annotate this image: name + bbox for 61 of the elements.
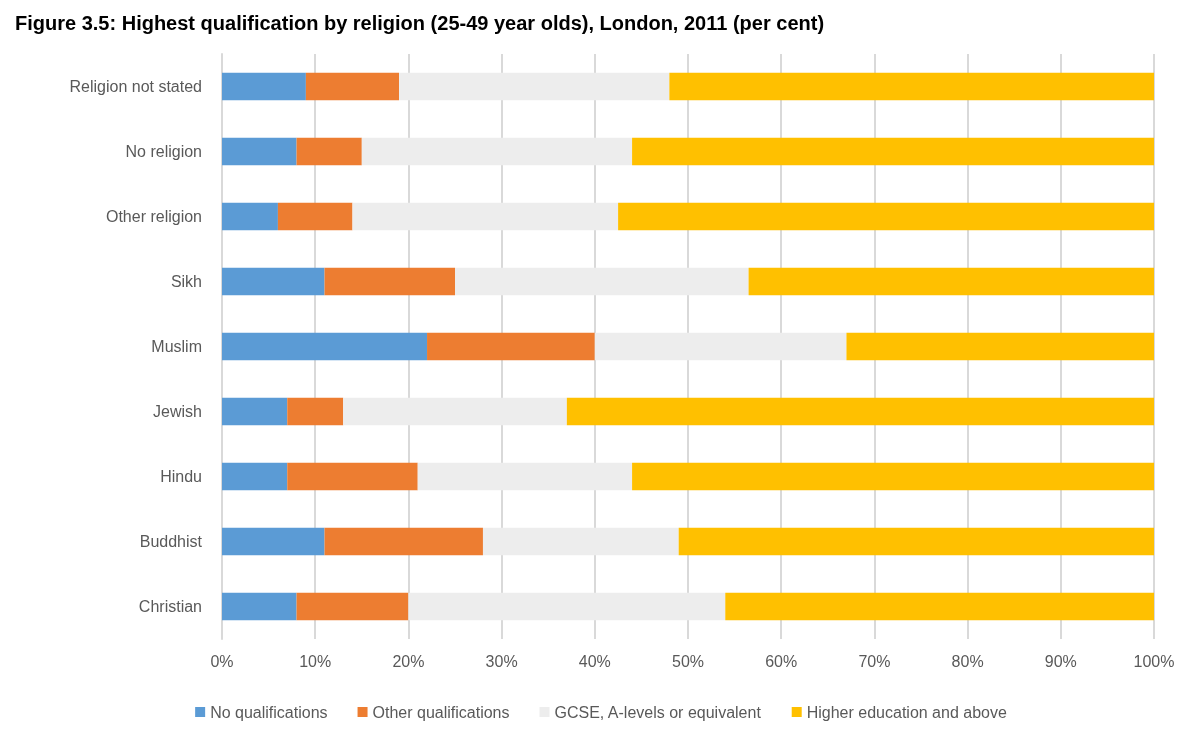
bar [482,527,679,556]
bar [222,462,288,491]
x-tick-label: 70% [858,652,891,670]
bar [343,397,567,426]
bar [618,202,1154,231]
x-tick-label: 40% [578,652,611,670]
x-tick-label: 90% [1044,652,1077,670]
bar [296,137,362,166]
bar [222,592,297,621]
y-tick-label: No religion [125,143,202,160]
bar [222,527,325,556]
legend-label: Other qualifications [372,703,510,721]
chart-title: Figure 3.5: Highest qualification by religion (25-49 year olds), London, 2011 (per cent) [15,12,825,34]
bar [222,202,278,231]
y-tick-label: Other religion [105,208,202,225]
x-tick-label: 50% [671,652,705,670]
x-tick-label: 0% [210,652,234,670]
y-tick-label: Hindu [160,468,202,485]
legend-label: GCSE, A-levels or equivalent [554,703,762,721]
bar [305,72,400,101]
y-tick-label: Buddhist [139,533,203,550]
y-tick-label: Muslim [151,338,202,355]
bar [222,72,306,101]
bar [846,332,1154,361]
bar [594,332,847,361]
bar [725,592,1154,621]
x-tick-label: 10% [299,652,332,670]
bar [748,267,1154,296]
bar [678,527,1154,556]
legend-label: Higher education and above [806,703,1007,721]
bar [632,137,1154,166]
bar [277,202,353,231]
bar [324,267,455,296]
y-tick-label: Religion not stated [69,78,202,95]
x-tick-label: 80% [951,652,984,670]
bar [399,72,670,101]
bar [408,592,726,621]
y-tick-label: Jewish [153,403,202,420]
y-tick-label: Christian [138,598,202,615]
bar [287,462,418,491]
bar [222,397,288,426]
bar [455,267,749,296]
x-tick-label: 30% [485,652,518,670]
bar [222,332,428,361]
bar [566,397,1154,426]
bar [296,592,409,621]
bar [427,332,595,361]
legend-label: No qualifications [210,703,328,721]
bar [324,527,483,556]
x-tick-label: 100% [1133,652,1175,670]
x-tick-label: 60% [765,652,798,670]
x-tick-label: 20% [392,652,425,670]
bar [352,202,619,231]
y-tick-label: Sikh [170,273,202,290]
bar [669,72,1154,101]
bar [287,397,344,426]
bar [222,267,325,296]
bar [632,462,1154,491]
bar [361,137,633,166]
bar [222,137,297,166]
bar [417,462,633,491]
